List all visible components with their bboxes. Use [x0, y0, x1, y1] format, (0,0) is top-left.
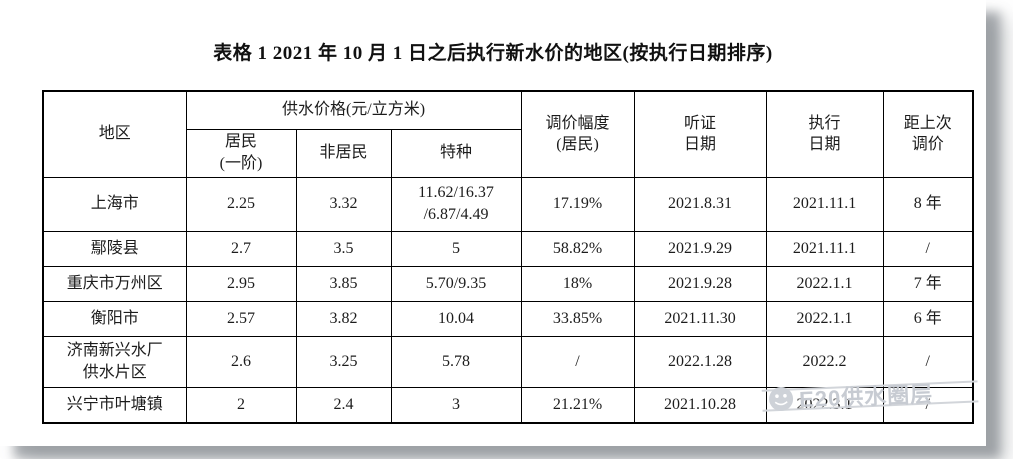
- cell-resident-price: 2.57: [185, 300, 297, 337]
- cell-since-last: 6 年: [882, 300, 974, 337]
- cell-effective-date: 2021.11.1: [765, 230, 884, 267]
- col-header-resident: 居民 (一阶): [185, 128, 297, 178]
- cell-effective-date: 2022.2: [765, 335, 884, 388]
- cell-non-resident-price: 3.25: [295, 335, 392, 388]
- cell-since-last: /: [882, 335, 974, 388]
- cell-hearing-date: 2021.9.28: [633, 265, 767, 302]
- cell-effective-date: 2022.1.1: [765, 265, 884, 302]
- cell-effective-date: 2022.3.1: [765, 386, 884, 424]
- col-header-effective-date: 执行 日期: [765, 90, 884, 178]
- cell-special-price: 10.04: [390, 300, 522, 337]
- cell-non-resident-price: 3.82: [295, 300, 392, 337]
- table-row: 鄢陵县 2.7 3.5 5 58.82% 2021.9.29 2021.11.1…: [42, 230, 974, 267]
- col-header-special: 特种: [390, 128, 522, 178]
- header-row-2: 居民 (一阶) 非居民 特种: [43, 128, 973, 178]
- cell-adjustment: 18%: [520, 265, 635, 302]
- col-header-non-resident: 非居民: [295, 128, 392, 178]
- cell-special-price: 11.62/16.37 /6.87/4.49: [390, 176, 522, 232]
- header-row-1: 地区 供水价格(元/立方米) 调价幅度 (居民) 听证 日期 执行 日期 距上次…: [42, 90, 974, 178]
- cell-since-last: 8 年: [882, 176, 974, 232]
- col-header-price-group: 供水价格(元/立方米): [185, 90, 522, 130]
- cell-non-resident-price: 2.4: [295, 386, 392, 424]
- document-page: 表格 1 2021 年 10 月 1 日之后执行新水价的地区(按执行日期排序) …: [0, 0, 986, 446]
- cell-since-last: 7 年: [882, 265, 974, 302]
- cell-since-last: /: [882, 230, 974, 267]
- cell-region: 上海市: [42, 176, 187, 232]
- cell-non-resident-price: 3.85: [295, 265, 392, 302]
- cell-adjustment: 21.21%: [520, 386, 635, 424]
- cell-special-price: 5.78: [390, 335, 522, 388]
- col-header-since-last: 距上次 调价: [882, 90, 974, 178]
- water-price-table: 地区 供水价格(元/立方米) 调价幅度 (居民) 听证 日期 执行 日期 距上次…: [42, 90, 975, 424]
- table-row: 上海市 2.25 3.32 11.62/16.37 /6.87/4.49 17.…: [42, 176, 974, 232]
- cell-adjustment: 33.85%: [520, 300, 635, 337]
- cell-hearing-date: 2021.11.30: [633, 300, 767, 337]
- cell-adjustment: 58.82%: [520, 230, 635, 267]
- cell-hearing-date: 2021.9.29: [633, 230, 767, 267]
- cell-region: 衡阳市: [42, 300, 187, 337]
- cell-resident-price: 2.95: [185, 265, 297, 302]
- cell-special-price: 5.70/9.35: [390, 265, 522, 302]
- table-row: 济南新兴水厂 供水片区 2.6 3.25 5.78 / 2022.1.28 20…: [42, 335, 974, 388]
- col-header-adjustment: 调价幅度 (居民): [520, 90, 635, 178]
- cell-since-last: /: [882, 386, 974, 424]
- cell-region: 兴宁市叶塘镇: [42, 386, 187, 424]
- table-row: 衡阳市 2.57 3.82 10.04 33.85% 2021.11.30 20…: [42, 300, 974, 337]
- cell-special-price: 5: [390, 230, 522, 267]
- cell-effective-date: 2022.1.1: [765, 300, 884, 337]
- table-row: 兴宁市叶塘镇 2 2.4 3 21.21% 2021.10.28 2022.3.…: [42, 386, 974, 424]
- cell-resident-price: 2.6: [185, 335, 297, 388]
- table-row: 重庆市万州区 2.95 3.85 5.70/9.35 18% 2021.9.28…: [42, 265, 974, 302]
- cell-special-price: 3: [390, 386, 522, 424]
- cell-hearing-date: 2021.8.31: [633, 176, 767, 232]
- cell-hearing-date: 2022.1.28: [633, 335, 767, 388]
- cell-region: 济南新兴水厂 供水片区: [42, 335, 187, 388]
- cell-non-resident-price: 3.5: [295, 230, 392, 267]
- cell-resident-price: 2.7: [185, 230, 297, 267]
- cell-resident-price: 2: [185, 386, 297, 424]
- col-header-region: 地区: [42, 90, 187, 178]
- cell-effective-date: 2021.11.1: [765, 176, 884, 232]
- cell-resident-price: 2.25: [185, 176, 297, 232]
- table-title: 表格 1 2021 年 10 月 1 日之后执行新水价的地区(按执行日期排序): [213, 43, 773, 64]
- cell-region: 重庆市万州区: [42, 265, 187, 302]
- cell-region: 鄢陵县: [42, 230, 187, 267]
- cell-adjustment: /: [520, 335, 635, 388]
- cell-adjustment: 17.19%: [520, 176, 635, 232]
- cell-non-resident-price: 3.32: [295, 176, 392, 232]
- cell-hearing-date: 2021.10.28: [633, 386, 767, 424]
- col-header-hearing-date: 听证 日期: [633, 90, 767, 178]
